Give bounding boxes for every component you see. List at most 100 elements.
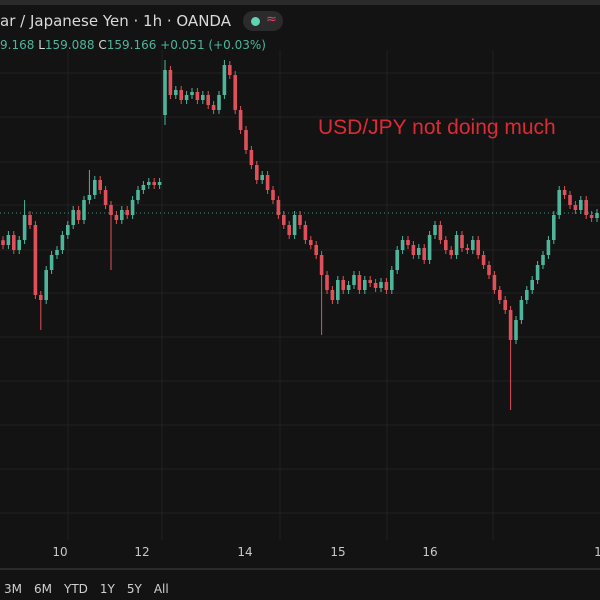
candle-down (1, 240, 5, 245)
candle-down (498, 290, 502, 300)
candle-up (163, 70, 167, 115)
candle-down (422, 248, 426, 260)
candle-up (82, 200, 86, 220)
candle-up (530, 280, 534, 290)
range-button-1y[interactable]: 1Y (99, 582, 115, 596)
range-button-all[interactable]: All (153, 582, 169, 596)
candle-down (179, 90, 183, 100)
ohlc-legend: 9.168 L159.088 C159.166 +0.051 (+0.03%) (0, 38, 266, 52)
candle-down (562, 190, 567, 195)
candle-down (114, 215, 119, 220)
candle-down (411, 245, 416, 255)
candle-down (449, 250, 453, 255)
candle-down (265, 175, 270, 190)
candle-up (71, 210, 75, 225)
candle-down (76, 210, 81, 220)
candle-down (287, 225, 291, 235)
candle-down (465, 248, 470, 250)
candle-up (379, 282, 383, 288)
candle-up (136, 190, 140, 200)
candle-down (303, 225, 308, 240)
candle-up (525, 290, 529, 300)
candle-up (292, 215, 297, 235)
candle-down (152, 182, 156, 185)
range-button-3m[interactable]: 3M (4, 582, 22, 596)
candlestick-chart[interactable] (0, 0, 600, 540)
candle-up (363, 280, 367, 290)
candle-down (168, 70, 173, 95)
candle-up (400, 240, 405, 250)
candle-up (471, 240, 475, 250)
wave-icon: ≈ (266, 12, 277, 27)
candle-up (44, 270, 48, 300)
candle-down (476, 240, 480, 255)
candle-up (184, 95, 189, 100)
range-button-6m[interactable]: 6M (34, 582, 52, 596)
candle-down (12, 235, 16, 250)
candle-up (6, 235, 11, 245)
candle-up (552, 215, 556, 240)
candle-up (22, 215, 27, 240)
candle-down (238, 110, 243, 130)
candle-up (519, 300, 524, 320)
candle-down (341, 280, 345, 290)
candle-up (120, 210, 124, 220)
time-tick-label: 14 (237, 545, 253, 559)
time-tick-label: 10 (52, 545, 68, 559)
low-label: L (38, 38, 45, 52)
candle-down (503, 300, 507, 310)
change-value: +0.051 (+0.03%) (160, 38, 266, 52)
candle-down (98, 180, 102, 190)
candle-down (368, 280, 372, 283)
close-label: C (98, 38, 107, 52)
candle-down (573, 205, 578, 210)
candle-up (55, 250, 59, 255)
candle-down (384, 282, 389, 290)
candle-down (438, 225, 443, 240)
candle-up (514, 320, 518, 340)
candle-down (508, 310, 513, 340)
candle-down (319, 255, 324, 275)
candle-up (60, 235, 65, 250)
candle-up (541, 255, 545, 265)
candle-down (125, 210, 129, 215)
candle-up (390, 270, 394, 290)
symbol-title[interactable]: ar / Japanese Yen · 1h · OANDA (0, 12, 231, 30)
top-border (0, 0, 600, 5)
candle-up (93, 180, 97, 195)
candle-up (201, 95, 205, 100)
range-button-5y[interactable]: 5Y (126, 582, 142, 596)
candle-up (141, 185, 146, 190)
candle-down (298, 215, 302, 225)
close-value: 159.166 (106, 38, 157, 52)
candle-down (282, 215, 286, 225)
time-tick-label: 12 (134, 545, 150, 559)
candle-down (39, 295, 43, 300)
time-tick-label: 16 (422, 545, 438, 559)
candle-up (535, 265, 540, 280)
candle-up (352, 275, 356, 285)
market-open-dot-icon (251, 17, 260, 26)
candle-down (233, 75, 237, 110)
candle-down (309, 240, 313, 245)
time-tick-label: 15 (330, 545, 346, 559)
candle-down (492, 275, 497, 290)
status-badges[interactable]: ≈ (243, 11, 283, 31)
candle-up (346, 285, 351, 290)
candle-up (579, 200, 583, 210)
candle-down (330, 290, 335, 300)
candle-up (130, 200, 135, 215)
candle-down (481, 255, 486, 265)
candle-down (314, 245, 318, 255)
low-value: 159.088 (44, 38, 95, 52)
axis-divider (0, 568, 600, 570)
candle-down (373, 283, 378, 288)
candle-up (454, 235, 459, 255)
candle-up (157, 182, 162, 185)
candle-down (103, 190, 108, 205)
candle-down (406, 240, 410, 245)
candle-up (546, 240, 551, 255)
candle-up (260, 175, 264, 180)
range-button-ytd[interactable]: YTD (64, 582, 88, 596)
candle-down (460, 235, 464, 248)
